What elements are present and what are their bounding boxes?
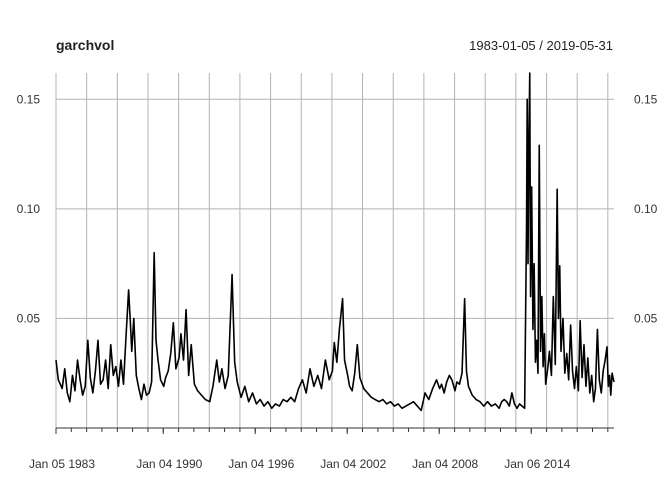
y-tick-label-right: 0.10: [634, 202, 658, 216]
x-tick-label: Jan 04 2008: [412, 457, 478, 471]
horizontal-gridlines: [56, 98, 614, 319]
x-tick-label: Jan 04 1996: [228, 457, 294, 471]
x-tick-label: Jan 05 1983: [29, 457, 95, 471]
x-tick-label: Jan 06 2014: [504, 457, 570, 471]
garchvol-series-line: [55, 72, 615, 412]
y-axis-right-labels: 0.05 0.10 0.15: [634, 92, 658, 325]
y-tick-label-left: 0.05: [17, 311, 41, 325]
x-axis-ticks: [55, 428, 609, 434]
y-tick-label-left: 0.10: [17, 202, 41, 216]
y-tick-label-left: 0.15: [17, 92, 41, 106]
y-tick-label-right: 0.05: [634, 311, 658, 325]
x-tick-label: Jan 04 1990: [136, 457, 202, 471]
x-axis-labels: Jan 05 1983 Jan 04 1990 Jan 04 1996 Jan 04 …: [29, 457, 571, 471]
vertical-gridlines: [55, 73, 609, 428]
series-layer: [55, 72, 615, 412]
y-axis-left-labels: 0.05 0.10 0.15: [17, 92, 41, 325]
y-tick-label-right: 0.15: [634, 92, 658, 106]
chart-date-range: 1983-01-05 / 2019-05-31: [469, 38, 613, 53]
chart-title: garchvol: [56, 37, 114, 53]
x-tick-label: Jan 04 2002: [320, 457, 386, 471]
